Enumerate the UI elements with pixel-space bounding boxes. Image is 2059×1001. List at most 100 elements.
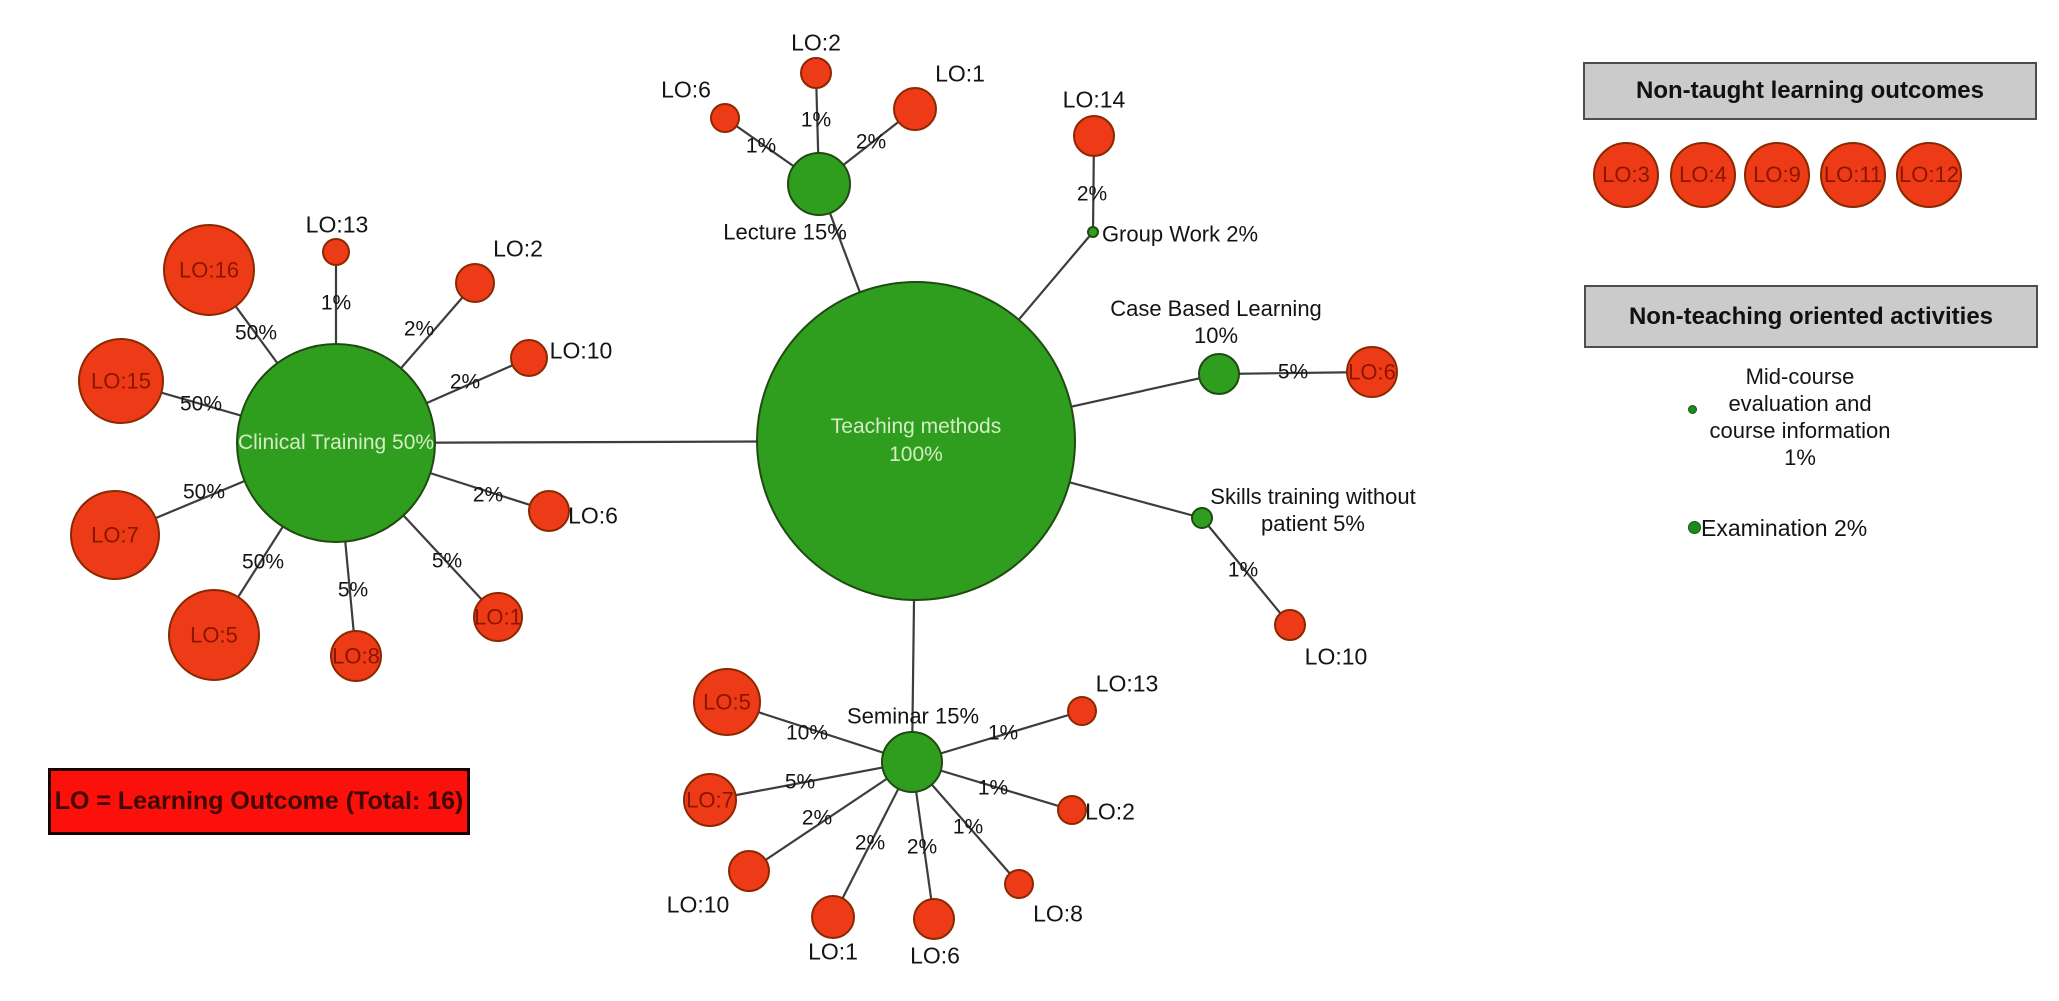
legend-circle-lo12: LO:12 <box>1896 142 1962 208</box>
seminar-lo7-label: LO:7 <box>686 787 734 813</box>
edge-skills-lo10 <box>1201 517 1291 626</box>
hub-clinical-circle <box>236 343 436 543</box>
groupwork-lo14-label: LO:14 <box>1062 86 1126 113</box>
clinical-lo7-percent-label: 50% <box>182 480 226 504</box>
seminar-lo13-percent-label: 1% <box>987 721 1019 745</box>
clinical-lo8-label: LO:8 <box>332 643 380 669</box>
clinical-lo6-label: LO:6 <box>568 502 618 529</box>
hub-lecture-circle <box>787 152 851 216</box>
lecture-lo1-label: LO:1 <box>935 60 985 87</box>
clinical-lo8-circle <box>330 630 382 682</box>
legend-circle-label: LO:4 <box>1679 162 1727 187</box>
clinical-lo15-label: LO:15 <box>91 368 151 394</box>
lecture-lo2-label: LO:2 <box>791 29 841 56</box>
hub-groupwork-circle <box>1087 226 1099 238</box>
seminar-lo10-circle <box>728 850 770 892</box>
cbl-lo6-label: LO:6 <box>1348 359 1396 385</box>
legend-circle-label: LO:12 <box>1899 162 1959 187</box>
seminar-lo1-percent-label: 2% <box>854 831 886 855</box>
clinical-lo1-percent-label: 5% <box>431 549 463 573</box>
edge-seminar-lo7 <box>709 760 913 802</box>
groupwork-lo14-percent-label: 2% <box>1076 182 1108 206</box>
seminar-lo2-percent-label: 1% <box>977 776 1009 800</box>
seminar-lo6-percent-label: 2% <box>906 835 938 859</box>
clinical-lo8-percent-label: 5% <box>337 578 369 602</box>
lecture-lo2-circle <box>800 57 832 89</box>
non-teaching-activities-title: Non-teaching oriented activities <box>1628 302 1994 330</box>
seminar-lo8-circle <box>1004 869 1034 899</box>
non-teaching-activities-panel: Non-teaching oriented activities <box>1584 285 2038 348</box>
clinical-lo1-circle <box>473 592 523 642</box>
legend-circle-label: LO:11 <box>1823 162 1883 187</box>
legend-circle-label: LO:3 <box>1602 162 1650 187</box>
clinical-lo16-circle <box>163 224 255 316</box>
non-taught-outcomes-panel: Non-taught learning outcomes <box>1583 62 2037 120</box>
mid-course-bullet-dot-icon <box>1688 405 1697 414</box>
seminar-lo8-percent-label: 1% <box>952 815 984 839</box>
seminar-lo1-label: LO:1 <box>808 938 858 965</box>
seminar-lo8-label: LO:8 <box>1033 900 1083 927</box>
lo-abbreviation-legend: LO = Learning Outcome (Total: 16) <box>48 768 470 835</box>
clinical-lo13-circle <box>322 238 350 266</box>
edge-seminar-lo10 <box>748 761 913 872</box>
lo-abbreviation-text: LO = Learning Outcome (Total: 16) <box>54 787 464 815</box>
mid-course-activity-label: Mid-course evaluation and course informa… <box>1709 364 1891 470</box>
skills-lo10-percent-label: 1% <box>1227 558 1259 582</box>
lecture-lo6-circle <box>710 103 740 133</box>
seminar-lo13-label: LO:13 <box>1095 670 1159 697</box>
legend-circle-label: LO:9 <box>1753 162 1801 187</box>
seminar-lo6-label: LO:6 <box>910 942 960 969</box>
hub-lecture-label: Lecture 15% <box>723 219 847 245</box>
clinical-lo15-percent-label: 50% <box>179 392 223 416</box>
clinical-lo2-label: LO:2 <box>493 235 543 262</box>
seminar-lo1-circle <box>811 895 855 939</box>
clinical-lo16-label: LO:16 <box>179 257 239 283</box>
legend-circle-lo3: LO:3 <box>1593 142 1659 208</box>
clinical-lo10-circle <box>510 339 548 377</box>
cbl-lo6-circle <box>1346 346 1398 398</box>
clinical-lo10-label: LO:10 <box>549 337 613 364</box>
seminar-lo5-circle <box>693 668 761 736</box>
lecture-lo2-percent-label: 1% <box>800 108 832 132</box>
clinical-lo5-circle <box>168 589 260 681</box>
legend-circle-lo11: LO:11 <box>1820 142 1886 208</box>
lecture-lo6-percent-label: 1% <box>745 134 777 158</box>
seminar-lo7-percent-label: 5% <box>784 770 816 794</box>
clinical-lo10-percent-label: 2% <box>449 370 481 394</box>
seminar-lo2-circle <box>1057 795 1087 825</box>
seminar-lo5-percent-label: 10% <box>785 721 829 745</box>
hub-clinical-label: Clinical Training 50% <box>237 431 435 454</box>
hub-teaching-label: Teaching methods 100% <box>830 415 1002 466</box>
lecture-lo1-circle <box>893 87 937 131</box>
hub-cbl-circle <box>1198 353 1240 395</box>
hub-cbl-label: Case Based Learning 10% <box>1110 296 1322 348</box>
hub-skills-label: Skills training without patient 5% <box>1210 484 1416 536</box>
hub-teaching-circle <box>756 281 1076 601</box>
clinical-lo2-circle <box>455 263 495 303</box>
seminar-lo5-label: LO:5 <box>703 689 751 715</box>
clinical-lo13-percent-label: 1% <box>320 291 352 315</box>
clinical-lo16-percent-label: 50% <box>234 321 278 345</box>
clinical-lo5-label: LO:5 <box>190 622 238 648</box>
seminar-lo10-percent-label: 2% <box>801 806 833 830</box>
lecture-lo6-label: LO:6 <box>661 76 711 103</box>
legend-circle-lo9: LO:9 <box>1744 142 1810 208</box>
clinical-lo7-circle <box>70 490 160 580</box>
hub-skills-circle <box>1191 507 1213 529</box>
skills-lo10-circle <box>1274 609 1306 641</box>
clinical-lo13-label: LO:13 <box>305 211 369 238</box>
seminar-lo10-label: LO:10 <box>666 891 730 918</box>
seminar-lo6-circle <box>913 898 955 940</box>
seminar-lo7-circle <box>683 773 737 827</box>
examination-activity-label: Examination 2% <box>1701 515 1868 541</box>
cbl-lo6-percent-label: 5% <box>1277 360 1309 384</box>
examination-bullet-dot-icon <box>1688 521 1701 534</box>
clinical-lo6-percent-label: 2% <box>472 483 504 507</box>
clinical-lo1-label: LO:1 <box>474 604 522 630</box>
groupwork-lo14-circle <box>1073 115 1115 157</box>
hub-groupwork-label: Group Work 2% <box>1101 221 1259 247</box>
seminar-lo2-label: LO:2 <box>1085 798 1135 825</box>
clinical-lo6-circle <box>528 490 570 532</box>
hub-seminar-circle <box>881 731 943 793</box>
